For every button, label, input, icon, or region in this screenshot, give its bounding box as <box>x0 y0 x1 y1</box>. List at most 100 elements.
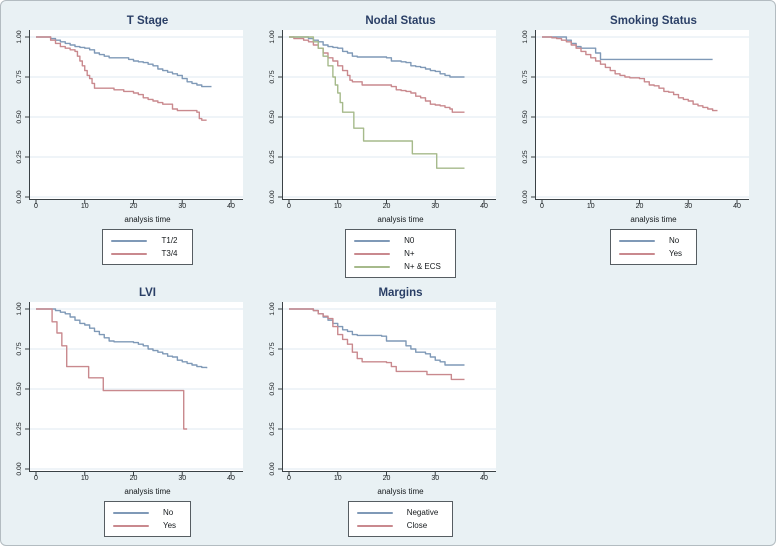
x-tick-label: 0 <box>34 475 38 482</box>
legend: T1/2 T3/4 <box>13 229 266 265</box>
y-axis-tick-labels: 0.00 0.25 0.50 0.75 1.00 <box>13 302 29 475</box>
x-axis-tick-labels: 0 10 20 30 40 <box>519 203 772 214</box>
x-tick-label: 30 <box>684 203 693 210</box>
x-tick-label: 0 <box>287 475 291 482</box>
x-tick-label: 20 <box>635 203 644 210</box>
panel-title: Nodal Status <box>365 15 436 27</box>
legend-entry: Yes <box>112 519 177 532</box>
x-axis-tick-labels: 0 10 20 30 40 <box>266 475 519 486</box>
x-tick-label: 10 <box>333 475 342 482</box>
y-tick-label: 1.00 <box>269 302 276 316</box>
legend: No Yes <box>519 229 772 265</box>
y-tick-label: 0.50 <box>269 382 276 396</box>
legend-line-sample <box>111 239 148 242</box>
legend-line-sample <box>111 252 148 255</box>
survival-curve-t3-4 <box>36 36 207 121</box>
legend-label: Close <box>406 521 428 530</box>
legend-line-sample <box>112 511 149 514</box>
x-axis-tick-labels: 0 10 20 30 40 <box>13 203 266 214</box>
survival-curve-yes <box>542 36 718 112</box>
survival-curve-no <box>542 36 713 61</box>
legend-label: T1/2 <box>161 236 178 245</box>
y-tick-label: 0.75 <box>16 342 23 356</box>
y-axis-tick-labels: 0.00 0.25 0.50 0.75 1.00 <box>519 30 535 203</box>
chart-area: 0.00 0.25 0.50 0.75 1.00 <box>13 302 266 476</box>
x-tick-label: 10 <box>586 203 595 210</box>
survival-curve-t1-2 <box>36 36 212 88</box>
legend-entry: Close <box>356 519 439 532</box>
chart-area: 0.00 0.25 0.50 0.75 1.00 <box>13 30 266 204</box>
legend-line-sample <box>356 524 393 527</box>
x-tick-label: 40 <box>480 203 488 210</box>
y-axis-tick-labels: 0.00 0.25 0.50 0.75 1.00 <box>266 302 282 475</box>
x-tick-label: 30 <box>178 475 187 482</box>
legend-label: Negative <box>406 508 439 517</box>
x-axis-tick-labels: 0 10 20 30 40 <box>266 203 519 214</box>
survival-plot <box>278 302 496 476</box>
x-axis-title: analysis time <box>377 487 424 496</box>
x-tick-label: 0 <box>34 203 38 210</box>
y-tick-label: 0.50 <box>16 110 23 124</box>
x-axis-title: analysis time <box>377 215 424 224</box>
legend-entry: N+ & ECS <box>354 260 441 273</box>
survival-curve-negative <box>289 308 465 366</box>
survival-curve-n-ecs <box>289 36 465 169</box>
x-tick-label: 20 <box>382 203 391 210</box>
y-tick-label: 1.00 <box>16 302 23 316</box>
x-axis-tick-labels: 0 10 20 30 40 <box>13 475 266 486</box>
x-tick-label: 40 <box>733 203 741 210</box>
x-tick-label: 20 <box>382 475 391 482</box>
y-tick-label: 0.50 <box>522 110 529 124</box>
y-tick-label: 0.75 <box>269 342 276 356</box>
survival-curve-n0 <box>289 36 465 78</box>
legend-line-sample <box>356 511 393 514</box>
y-axis-tick-labels: 0.00 0.25 0.50 0.75 1.00 <box>266 30 282 203</box>
legend: No Yes <box>13 501 266 537</box>
survival-plot <box>25 302 243 476</box>
panel-smoking-status: Smoking Status 0.00 0.25 0.50 0.75 1.00 0 10 2… <box>519 7 772 279</box>
legend: N0 N+ N+ & ECS <box>266 229 519 278</box>
legend-box: N0 N+ N+ & ECS <box>345 229 456 278</box>
x-tick-label: 40 <box>227 475 235 482</box>
panel-title: T Stage <box>126 15 169 27</box>
panel-title: Smoking Status <box>610 15 697 27</box>
legend-label: T3/4 <box>161 249 178 258</box>
legend-entry: N+ <box>354 247 441 260</box>
y-tick-label: 0.50 <box>269 110 276 124</box>
survival-curve-close <box>289 308 465 381</box>
chart-area: 0.00 0.25 0.50 0.75 1.00 <box>519 30 772 204</box>
legend-line-sample <box>112 524 149 527</box>
y-tick-label: 0.25 <box>16 150 23 164</box>
chart-area: 0.00 0.25 0.50 0.75 1.00 <box>266 302 519 476</box>
legend-line-sample <box>354 252 391 255</box>
y-tick-label: 0.25 <box>269 422 276 436</box>
legend-line-sample <box>354 239 391 242</box>
empty-cell <box>519 279 772 545</box>
legend-label: Yes <box>162 521 177 530</box>
y-tick-label: 1.00 <box>522 30 529 44</box>
panel-title: Margins <box>378 287 423 299</box>
panel-nodal-status: Nodal Status 0.00 0.25 0.50 0.75 1.00 0 10 20 3… <box>266 7 519 279</box>
x-tick-label: 30 <box>431 475 440 482</box>
x-tick-label: 30 <box>431 203 440 210</box>
panel-lvi: LVI 0.00 0.25 0.50 0.75 1.00 0 10 20 30 40 analy… <box>13 279 266 545</box>
y-tick-label: 1.00 <box>16 30 23 44</box>
x-tick-label: 10 <box>333 203 342 210</box>
legend-entry: T3/4 <box>111 247 178 260</box>
legend: Negative Close <box>266 501 519 537</box>
legend-box: Negative Close <box>347 501 454 537</box>
panel-t-stage: T Stage 0.00 0.25 0.50 0.75 1.00 0 10 20 30 40 a… <box>13 7 266 279</box>
legend-line-sample <box>618 252 655 255</box>
legend-entry: No <box>618 234 682 247</box>
x-tick-label: 0 <box>540 203 544 210</box>
legend-label: No <box>668 236 680 245</box>
x-tick-label: 40 <box>227 203 235 210</box>
y-tick-label: 0.75 <box>16 70 23 84</box>
y-tick-label: 0.25 <box>522 150 529 164</box>
survival-plot <box>531 30 749 204</box>
y-tick-label: 1.00 <box>269 30 276 44</box>
legend-box: No Yes <box>609 229 698 265</box>
legend-label: N+ & ECS <box>404 262 441 271</box>
chart-area: 0.00 0.25 0.50 0.75 1.00 <box>266 30 519 204</box>
y-tick-label: 0.75 <box>522 70 529 84</box>
